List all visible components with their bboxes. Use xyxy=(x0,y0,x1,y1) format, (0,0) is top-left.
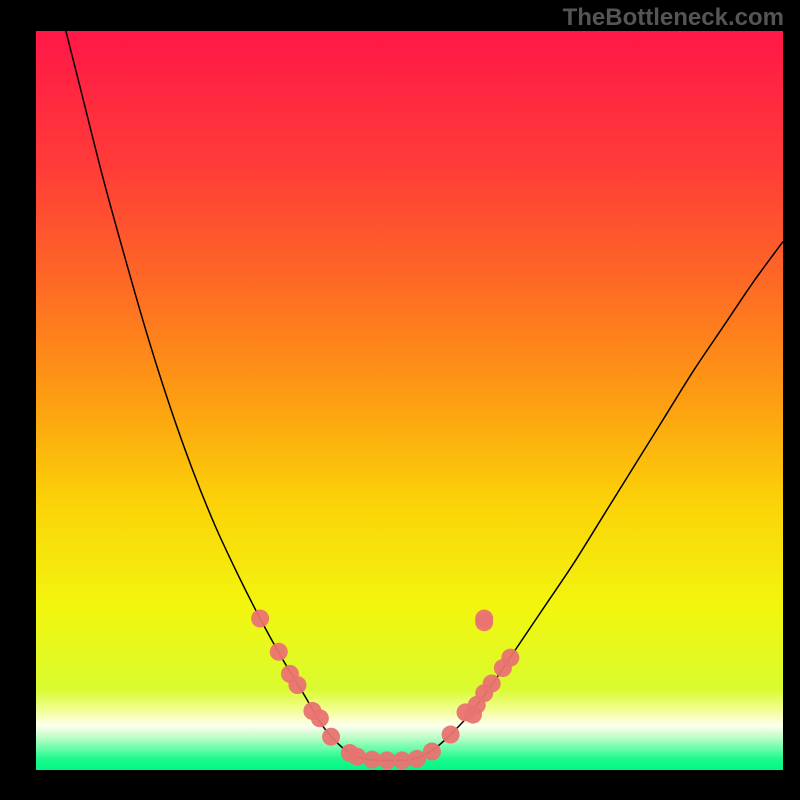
plot-area xyxy=(36,31,783,770)
data-marker xyxy=(288,676,306,694)
data-marker xyxy=(483,675,501,693)
data-marker xyxy=(442,726,460,744)
data-marker xyxy=(251,610,269,628)
data-marker xyxy=(311,709,329,727)
data-marker xyxy=(501,649,519,667)
data-marker xyxy=(423,743,441,761)
data-marker xyxy=(322,728,340,746)
data-marker xyxy=(270,643,288,661)
chart-container: TheBottleneck.com xyxy=(0,0,800,800)
watermark-text: TheBottleneck.com xyxy=(563,4,784,32)
chart-svg xyxy=(36,31,783,770)
data-marker xyxy=(475,610,493,628)
data-marker xyxy=(348,748,366,766)
plot-background xyxy=(36,31,783,770)
